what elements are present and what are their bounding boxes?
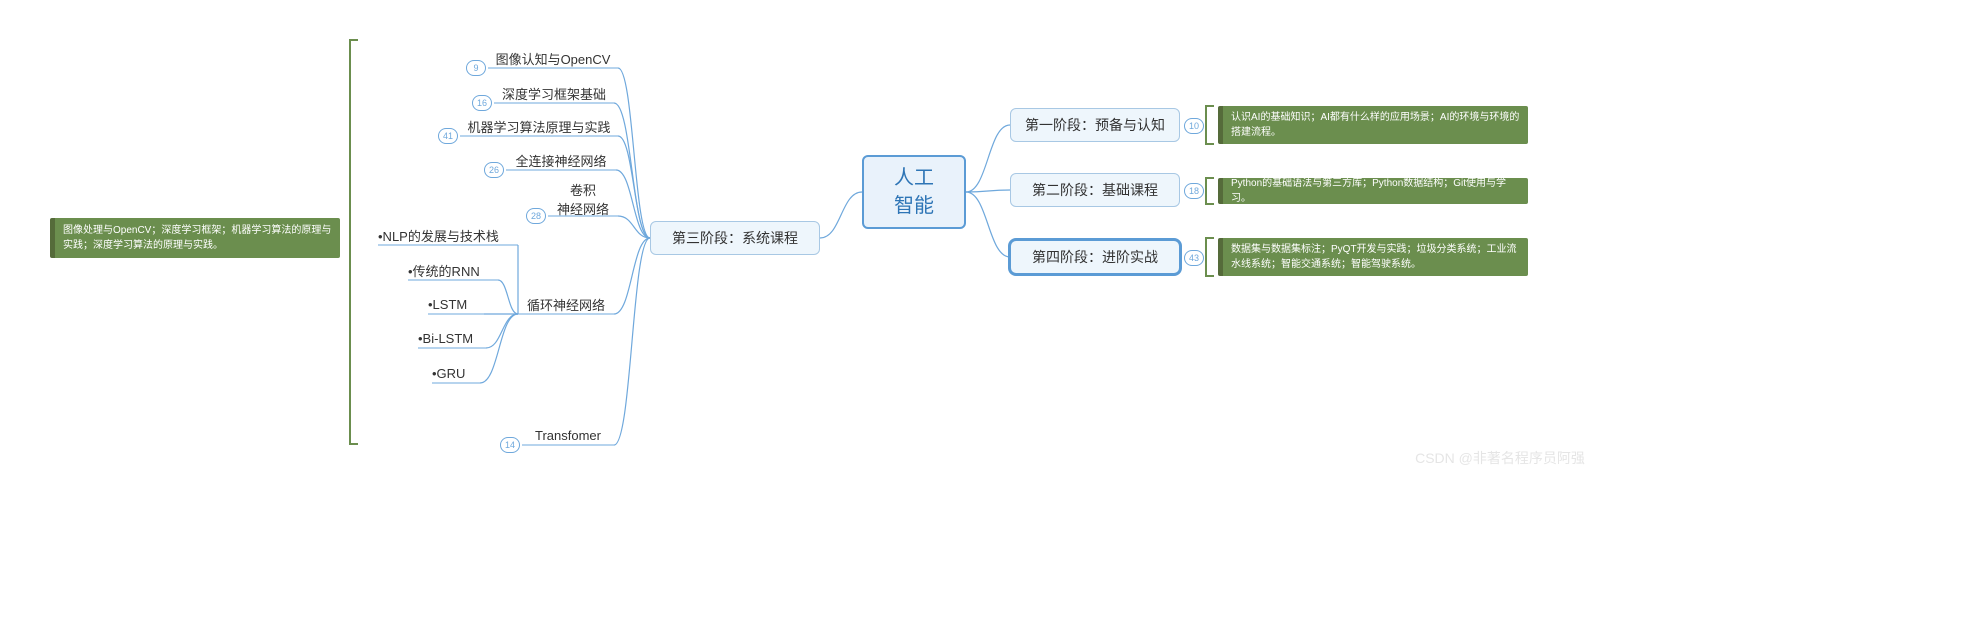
t_rnn-label: 循环神经网络: [527, 295, 605, 314]
rnn-child-2[interactable]: •LSTM: [428, 296, 484, 312]
stage4-node[interactable]: 第四阶段：进阶实战: [1010, 240, 1180, 274]
count-badge: 26: [484, 162, 504, 178]
t_dlframe[interactable]: 深度学习框架基础: [494, 85, 614, 101]
rnn-child-2-label: •LSTM: [428, 297, 467, 312]
t_opencv[interactable]: 图像认知与OpenCV: [488, 50, 618, 66]
watermark: CSDN @非著名程序员阿强: [1390, 448, 1610, 468]
root-node[interactable]: 人工 智能: [862, 155, 966, 229]
count-badge: 18: [1184, 183, 1204, 199]
stage2-node[interactable]: 第二阶段：基础课程: [1010, 173, 1180, 207]
stage1-label: 第一阶段：预备与认知: [1025, 115, 1165, 135]
rnn-child-4-label: •GRU: [432, 366, 465, 381]
stage1-note-text: 认识AI的基础知识；AI都有什么样的应用场景；AI的环境与环境的搭建流程。: [1231, 110, 1520, 140]
stage4-note: 数据集与数据集标注；PyQT开发与实践；垃圾分类系统；工业流水线系统；智能交通系…: [1218, 238, 1528, 276]
rnn-child-3[interactable]: •Bi-LSTM: [418, 330, 486, 346]
t_fc[interactable]: 全连接神经网络: [506, 152, 616, 168]
stage1-node[interactable]: 第一阶段：预备与认知: [1010, 108, 1180, 142]
stage2-label: 第二阶段：基础课程: [1032, 180, 1158, 200]
t_trans[interactable]: Transfomer: [522, 427, 614, 443]
count-badge: 14: [500, 437, 520, 453]
rnn-child-0[interactable]: •NLP的发展与技术栈: [378, 227, 518, 243]
connector-layer: [0, 0, 1988, 630]
t_dlframe-label: 深度学习框架基础: [502, 84, 606, 103]
stage1-note: 认识AI的基础知识；AI都有什么样的应用场景；AI的环境与环境的搭建流程。: [1218, 106, 1528, 144]
t_conv[interactable]: 卷积 神经网络: [548, 184, 618, 214]
rnn-child-4[interactable]: •GRU: [432, 365, 480, 381]
stage3-node[interactable]: 第三阶段：系统课程: [650, 221, 820, 255]
rnn-child-1[interactable]: •传统的RNN: [408, 262, 498, 278]
count-badge: 16: [472, 95, 492, 111]
stage2-note-text: Python的基础语法与第三方库；Python数据结构；Git使用与学习。: [1231, 176, 1520, 206]
stage4-label: 第四阶段：进阶实战: [1032, 247, 1158, 267]
t_ml-label: 机器学习算法原理与实践: [467, 117, 610, 136]
stage3-note-text: 图像处理与OpenCV；深度学习框架；机器学习算法的原理与实践；深度学习算法的原…: [63, 223, 332, 253]
t_opencv-label: 图像认知与OpenCV: [496, 49, 611, 68]
stage4-note-text: 数据集与数据集标注；PyQT开发与实践；垃圾分类系统；工业流水线系统；智能交通系…: [1231, 242, 1520, 272]
t_trans-label: Transfomer: [535, 428, 601, 443]
count-badge: 41: [438, 128, 458, 144]
rnn-child-3-label: •Bi-LSTM: [418, 331, 473, 346]
stage3-label: 第三阶段：系统课程: [672, 228, 798, 248]
watermark-text: CSDN @非著名程序员阿强: [1415, 448, 1585, 468]
count-badge: 10: [1184, 118, 1204, 134]
count-badge: 9: [466, 60, 486, 76]
t_rnn[interactable]: 循环神经网络: [518, 296, 614, 312]
stage3-note: 图像处理与OpenCV；深度学习框架；机器学习算法的原理与实践；深度学习算法的原…: [50, 218, 340, 258]
t_ml[interactable]: 机器学习算法原理与实践: [460, 118, 618, 134]
count-badge: 28: [526, 208, 546, 224]
rnn-child-0-label: •NLP的发展与技术栈: [378, 226, 499, 245]
rnn-child-1-label: •传统的RNN: [408, 261, 480, 280]
t_conv-label: 卷积 神经网络: [557, 180, 609, 218]
stage2-note: Python的基础语法与第三方库；Python数据结构；Git使用与学习。: [1218, 178, 1528, 204]
root-label: 人工 智能: [894, 164, 934, 220]
count-badge: 43: [1184, 250, 1204, 266]
t_fc-label: 全连接神经网络: [515, 151, 606, 170]
